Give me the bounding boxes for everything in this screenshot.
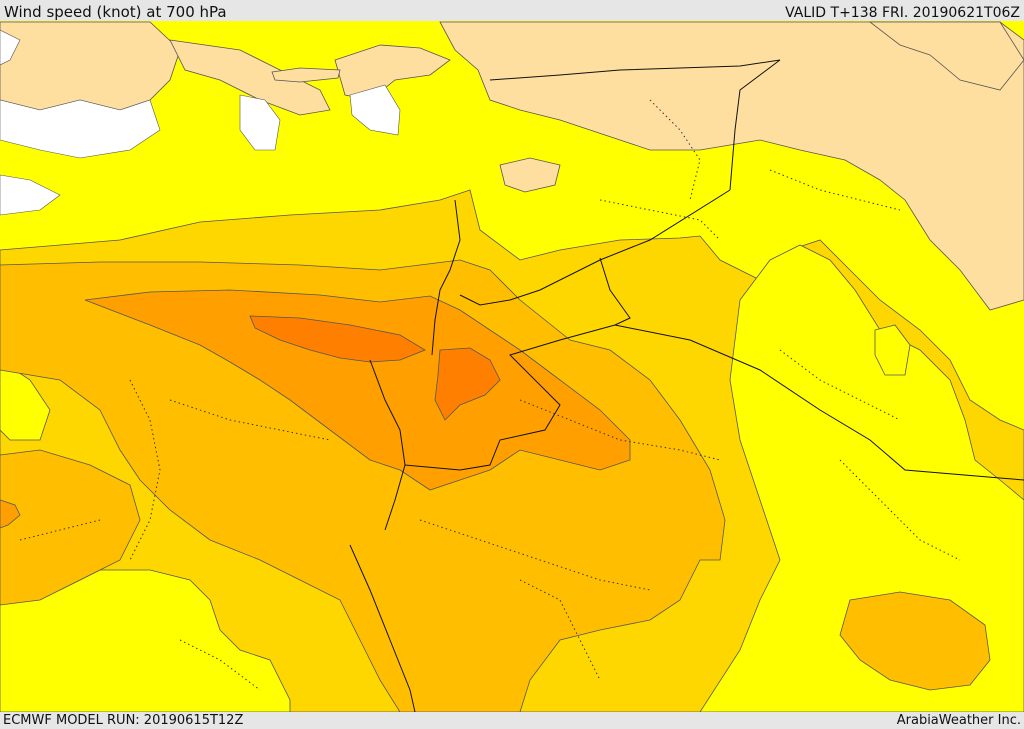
sea-white-area-1 [0,99,161,159]
valid-time: VALID T+138 FRI. 20190621T06Z [785,5,1020,21]
low-wind-region-small [499,157,561,193]
wind-core-level-6-east [434,347,501,421]
wind-band-level-5 [84,289,631,491]
country-borders [349,59,1024,712]
wind-pocket-level-2-east [699,244,1024,712]
wind-blob-level-4-east [839,591,991,691]
wind-spot-level-5-west [0,499,21,529]
sea-white-area-2 [0,174,61,216]
low-wind-region-caucasus [868,21,1024,91]
header-bar: Wind speed (knot) at 700 hPa VALID T+138… [0,0,1024,21]
wind-core-level-6-west [249,315,426,363]
low-wind-region-aegean [169,39,331,116]
sea-white-area-5 [0,29,21,66]
sea-white-area-4 [349,84,401,136]
low-wind-region-small-2 [271,67,341,83]
internal-boundaries [19,99,961,691]
low-wind-region-turkey [439,21,1024,311]
map-canvas [0,21,1024,712]
model-run-label: ECMWF MODEL RUN: 20190615T12Z [3,713,244,728]
wind-lobe-level-4-sw [0,449,141,606]
map-title: Wind speed (knot) at 700 hPa [4,3,227,21]
credit-label: ArabiaWeather Inc. [896,713,1021,728]
sea-white-area-3 [239,94,281,151]
wind-pocket-level-2-west [0,359,51,441]
footer-bar: ECMWF MODEL RUN: 20190615T12Z ArabiaWeat… [0,712,1024,729]
wind-pocket-level-2-small [874,324,911,376]
wind-speed-map [0,21,1024,712]
low-wind-region-greece [0,21,181,111]
